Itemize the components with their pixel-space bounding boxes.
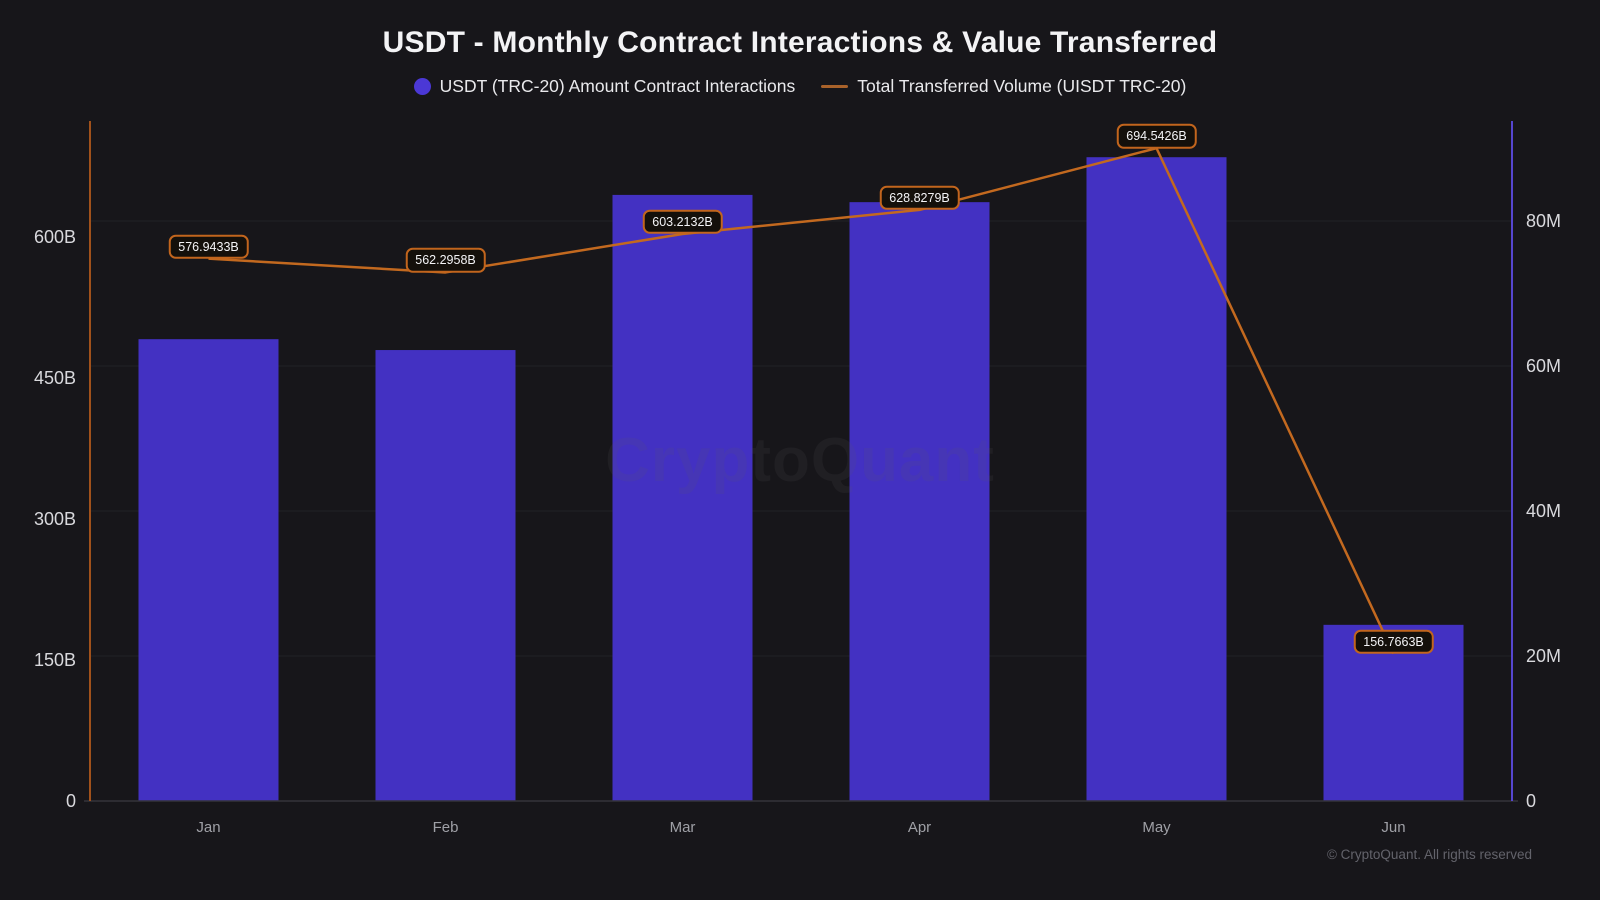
point-label-apr: 628.8279B [879, 185, 960, 211]
bar-jan [138, 339, 279, 801]
right-axis-tick-60M: 60M [1526, 356, 1562, 376]
legend-circle-icon [413, 78, 431, 95]
point-label-jan: 576.9433B [168, 234, 249, 259]
x-axis-label-apr: Apr [907, 819, 932, 836]
legend-label-contract-interactions: USDT (TRC-20) Amount Contract Interactio… [439, 76, 796, 96]
right-axis-tick-0: 0 [1526, 791, 1537, 811]
bar-jun [1323, 624, 1464, 801]
point-label-feb: 562.2958B [405, 248, 486, 273]
bar-apr [849, 202, 990, 801]
legend-item-transferred-volume[interactable]: Total Transferred Volume (UISDT TRC-20) [821, 76, 1186, 97]
left-axis-tick-300B: 300B [33, 509, 76, 529]
legend-item-contract-interactions[interactable]: USDT (TRC-20) Amount Contract Interactio… [413, 76, 796, 97]
left-axis-tick-450B: 450B [33, 368, 76, 388]
bar-may [1086, 157, 1227, 801]
copyright-notice: © CryptoQuant. All rights reserved [1326, 847, 1532, 862]
chart-title: USDT - Monthly Contract Interactions & V… [382, 26, 1218, 59]
x-axis-label-feb: Feb [432, 819, 459, 836]
point-label-mar: 603.2132B [642, 209, 723, 235]
legend-line-icon [821, 84, 849, 89]
legend-label-transferred-volume: Total Transferred Volume (UISDT TRC-20) [857, 76, 1187, 96]
right-axis-tick-20M: 20M [1526, 646, 1562, 666]
right-axis-tick-80M: 80M [1526, 211, 1562, 231]
left-axis-tick-150B: 150B [33, 650, 76, 670]
left-axis-tick-0: 0 [65, 791, 76, 811]
point-label-jun: 156.7663B [1353, 629, 1434, 654]
point-label-may: 694.5426B [1116, 123, 1197, 149]
x-axis-label-may: May [1142, 819, 1171, 836]
x-axis-label-mar: Mar [669, 819, 696, 836]
right-axis-tick-40M: 40M [1526, 501, 1562, 521]
x-axis-label-jan: Jan [196, 819, 221, 836]
bar-feb [375, 350, 516, 801]
x-axis-label-jun: Jun [1381, 819, 1406, 836]
left-axis-tick-600B: 600B [33, 227, 76, 247]
bar-mar [612, 194, 753, 801]
chart-legend: USDT (TRC-20) Amount Contract Interactio… [0, 76, 1600, 97]
